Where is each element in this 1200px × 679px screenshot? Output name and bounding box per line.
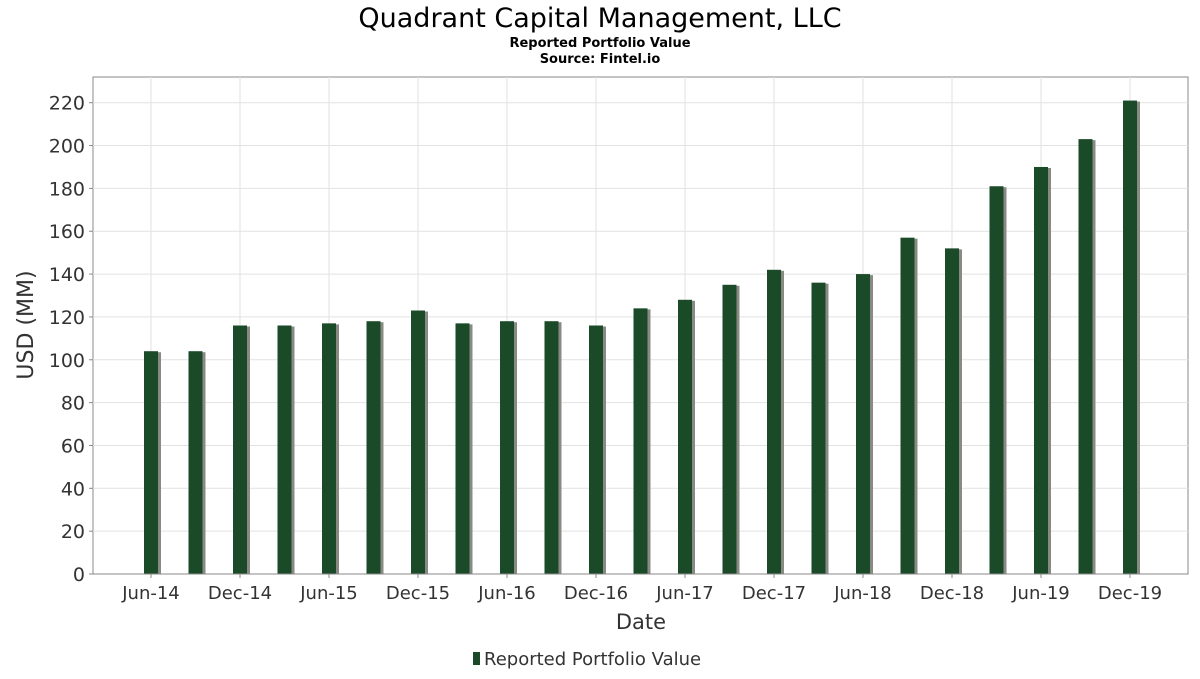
y-tick-label: 160	[49, 221, 85, 243]
x-tick-label: Dec-15	[386, 583, 450, 604]
x-tick-label: Dec-14	[208, 583, 272, 604]
chart-title: Quadrant Capital Management, LLC	[358, 3, 841, 34]
bar	[678, 299, 692, 574]
bar	[633, 308, 648, 574]
x-axis-label: Date	[616, 610, 666, 634]
x-tick-label: Dec-18	[920, 583, 984, 604]
bar	[1123, 100, 1137, 575]
chart-source: Source: Fintel.io	[540, 52, 661, 67]
y-tick-label: 0	[73, 564, 85, 586]
bar	[1078, 139, 1093, 574]
bar	[188, 351, 203, 574]
y-axis-ticks: 0 20 40 60 80 100 120 140 160 180 200 220	[49, 93, 93, 586]
x-tick-label: Jun-18	[833, 583, 892, 604]
bar	[455, 323, 470, 574]
bar	[366, 321, 381, 574]
bar	[945, 248, 959, 574]
y-tick-label: 200	[49, 136, 85, 158]
x-tick-label: Dec-16	[564, 583, 628, 604]
legend-swatch	[473, 652, 480, 665]
x-tick-label: Dec-17	[742, 583, 806, 604]
bar	[144, 351, 158, 574]
bar	[1034, 166, 1048, 575]
y-axis-label: USD (MM)	[14, 270, 39, 379]
y-tick-label: 220	[49, 93, 85, 115]
y-tick-label: 80	[61, 393, 85, 415]
x-tick-label: Jun-19	[1011, 583, 1070, 604]
bars	[93, 100, 1188, 575]
bar	[811, 282, 826, 574]
y-tick-label: 20	[61, 521, 85, 543]
bar	[411, 310, 425, 574]
bar	[900, 237, 915, 575]
x-tick-label: Jun-15	[299, 583, 358, 604]
bar	[233, 325, 247, 574]
y-tick-label: 140	[49, 264, 85, 286]
x-tick-label: Jun-14	[121, 583, 180, 604]
y-tick-label: 180	[49, 178, 85, 200]
x-tick-label: Jun-17	[655, 583, 714, 604]
chart-subtitle: Reported Portfolio Value	[509, 36, 690, 51]
bar	[589, 325, 603, 574]
bar	[989, 186, 1004, 574]
x-tick-label: Dec-19	[1098, 583, 1162, 604]
y-tick-label: 100	[49, 350, 85, 372]
y-tick-label: 40	[61, 478, 85, 500]
bar	[500, 321, 514, 574]
bar	[767, 269, 781, 574]
bar	[544, 321, 559, 574]
x-axis-ticks: Jun-14 Dec-14 Jun-15 Dec-15 Jun-16 Dec-16 Jun-…	[121, 574, 1162, 604]
legend: Reported Portfolio Value	[473, 649, 701, 670]
x-tick-label: Jun-16	[477, 583, 536, 604]
legend-label: Reported Portfolio Value	[484, 649, 701, 670]
y-tick-label: 120	[49, 307, 85, 329]
bar	[277, 325, 292, 574]
bar	[322, 323, 336, 574]
y-tick-label: 60	[61, 435, 85, 457]
bar	[856, 274, 870, 574]
bar	[722, 284, 737, 574]
